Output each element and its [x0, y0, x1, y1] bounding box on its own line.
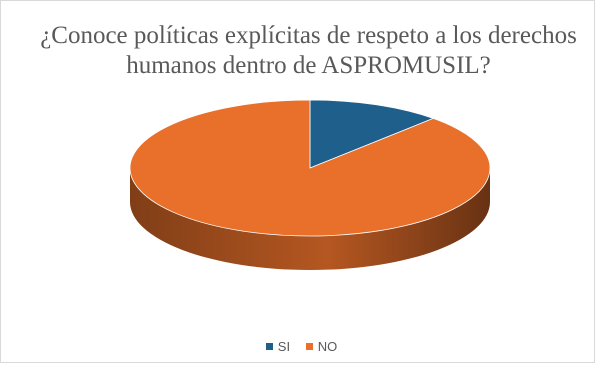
chart-frame: ¿Conoce políticas explícitas de respeto … [0, 0, 595, 363]
chart-title: ¿Conoce políticas explícitas de respeto … [40, 22, 577, 79]
legend-label-no: NO [317, 339, 338, 354]
legend-item-si: SI [265, 339, 291, 354]
legend-item-no: NO [305, 339, 338, 354]
pie-side-no [130, 168, 490, 270]
legend-label-si: SI [277, 339, 291, 354]
legend-swatch-si [265, 343, 273, 350]
pie-slice-si [309, 99, 435, 169]
pie-slice-no [129, 99, 491, 237]
legend: SI NO [0, 339, 603, 354]
legend-swatch-no [305, 343, 313, 350]
